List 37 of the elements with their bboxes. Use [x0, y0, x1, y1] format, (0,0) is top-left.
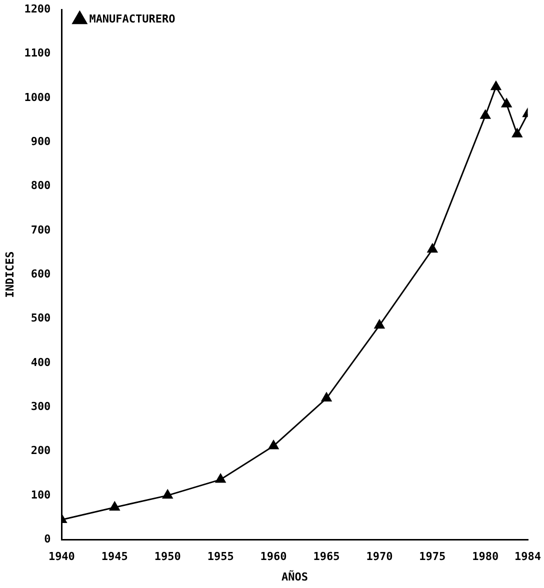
point: [501, 98, 512, 108]
point: [480, 110, 490, 119]
y-tick-label: 600: [30, 267, 51, 280]
x-tick-label: 1960: [260, 550, 287, 564]
y-tick-label: 100: [30, 488, 51, 502]
point: [268, 440, 279, 450]
point: [110, 502, 120, 511]
x-tick-label: 1950: [154, 550, 181, 564]
y-tick-label: 700: [30, 223, 51, 236]
x-tick-label: 1975: [419, 550, 446, 564]
x-tick-label: 1955: [207, 550, 234, 564]
y-tick-label: 200: [30, 444, 51, 458]
x-tick-label: 1984: [514, 550, 542, 564]
y-tick-label: 900: [30, 134, 51, 148]
point: [427, 244, 438, 253]
x-tick-label: 1940: [48, 550, 75, 564]
y-tick-label: 500: [30, 312, 51, 325]
y-tick-label: 1100: [24, 46, 51, 60]
x-axis-title: AÑOS: [281, 569, 308, 584]
x-tick-label: 1965: [313, 550, 340, 564]
point: [321, 392, 332, 402]
x-tick-label: 1970: [366, 550, 393, 564]
y-tick-label: 1000: [24, 90, 51, 104]
y-tick-label: 400: [30, 356, 51, 369]
y-tick-label: 800: [30, 179, 51, 192]
point: [162, 490, 173, 499]
point: [374, 320, 385, 329]
point: [215, 474, 226, 483]
legend-label: MANUFACTURERO: [89, 12, 176, 26]
y-tick-label: 0: [44, 532, 51, 546]
y-tick-label: 300: [30, 400, 51, 413]
point: [490, 81, 502, 90]
y-tick-label: 1200: [24, 2, 51, 16]
x-tick-label: 1945: [101, 550, 128, 564]
x-tick-label: 1980: [472, 550, 499, 564]
point: [512, 128, 522, 138]
y-axis-title: INDICES: [3, 251, 16, 298]
